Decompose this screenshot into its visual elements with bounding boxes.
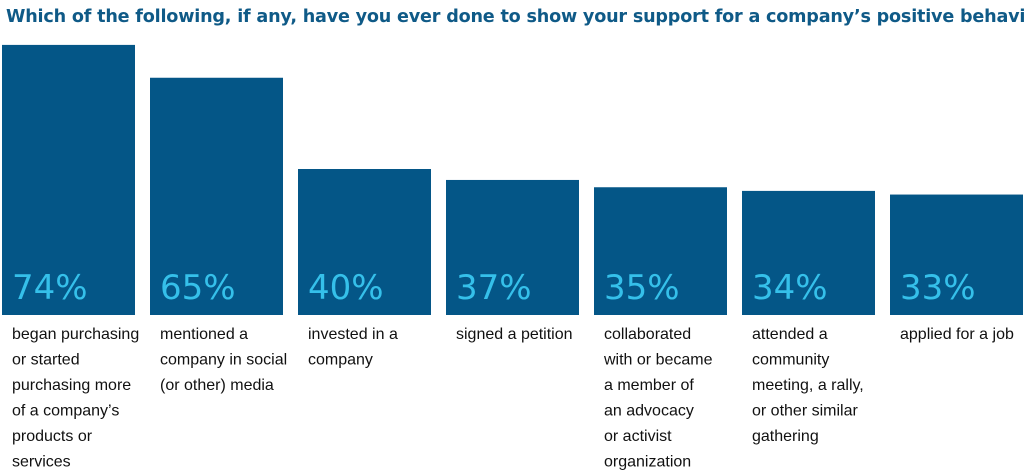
- category-label-line: of a company’s: [12, 403, 119, 420]
- value-label: 33%: [900, 268, 976, 308]
- value-label: 74%: [12, 268, 88, 308]
- category-label-line: began purchasing: [12, 326, 139, 343]
- bar-collaborated-with-or-became-a-member-of-: [594, 187, 727, 315]
- value-label: 40%: [308, 268, 384, 308]
- bar-applied-for-a-job: [890, 194, 1023, 315]
- category-label-line: gathering: [752, 428, 819, 445]
- bar-invested-in-a-company: [298, 169, 431, 315]
- category-label-line: with or became: [603, 352, 713, 369]
- category-label-line: signed a petition: [456, 326, 573, 343]
- category-label-line: purchasing more: [12, 377, 131, 394]
- bar-mentioned-a-company-in-social-or-other-m: [150, 77, 283, 315]
- category-label: applied for a job: [900, 326, 1014, 343]
- category-label-line: organization: [604, 454, 691, 471]
- value-label: 37%: [456, 268, 532, 308]
- category-label-line: products or: [12, 428, 93, 445]
- value-label: 35%: [604, 268, 680, 308]
- category-label: began purchasing or started purchasing mor…: [12, 326, 139, 471]
- category-label-line: a member of: [604, 377, 694, 394]
- chart-title: Which of the following, if any, have you…: [6, 7, 1024, 27]
- category-label: mentioned a company in social (or other) m…: [160, 326, 287, 394]
- category-label-line: invested in a: [308, 326, 398, 343]
- category-label: signed a petition: [456, 326, 573, 343]
- category-label-line: community: [752, 352, 829, 369]
- category-label-line: mentioned a: [160, 326, 248, 343]
- category-label-line: company in social: [160, 352, 287, 369]
- category-label-line: collaborated: [604, 326, 691, 343]
- bar-signed-a-petition: [446, 179, 579, 315]
- category-label-line: services: [12, 454, 71, 471]
- category-label: attended a community meeting, a rally, or o…: [752, 326, 864, 445]
- category-label-line: applied for a job: [900, 326, 1014, 343]
- bar-began-purchasing-or-started-purchasing-m: [2, 44, 135, 316]
- category-label-line: (or other) media: [160, 377, 274, 394]
- bar-attended-a-community-meeting-a-rally-or-: [742, 190, 875, 315]
- category-label-line: company: [308, 352, 373, 369]
- category-label-line: or activist: [604, 428, 672, 445]
- value-label: 65%: [160, 268, 236, 308]
- value-label: 34%: [752, 268, 828, 308]
- category-label-line: attended a: [752, 326, 828, 343]
- category-label: invested in a company: [308, 326, 398, 369]
- category-label-line: meeting, a rally,: [752, 377, 864, 394]
- category-label: collaborated with or became a member of an …: [603, 326, 713, 471]
- category-label-line: or other similar: [752, 403, 858, 420]
- category-label-line: or started: [12, 352, 80, 369]
- category-label-line: an advocacy: [604, 403, 694, 420]
